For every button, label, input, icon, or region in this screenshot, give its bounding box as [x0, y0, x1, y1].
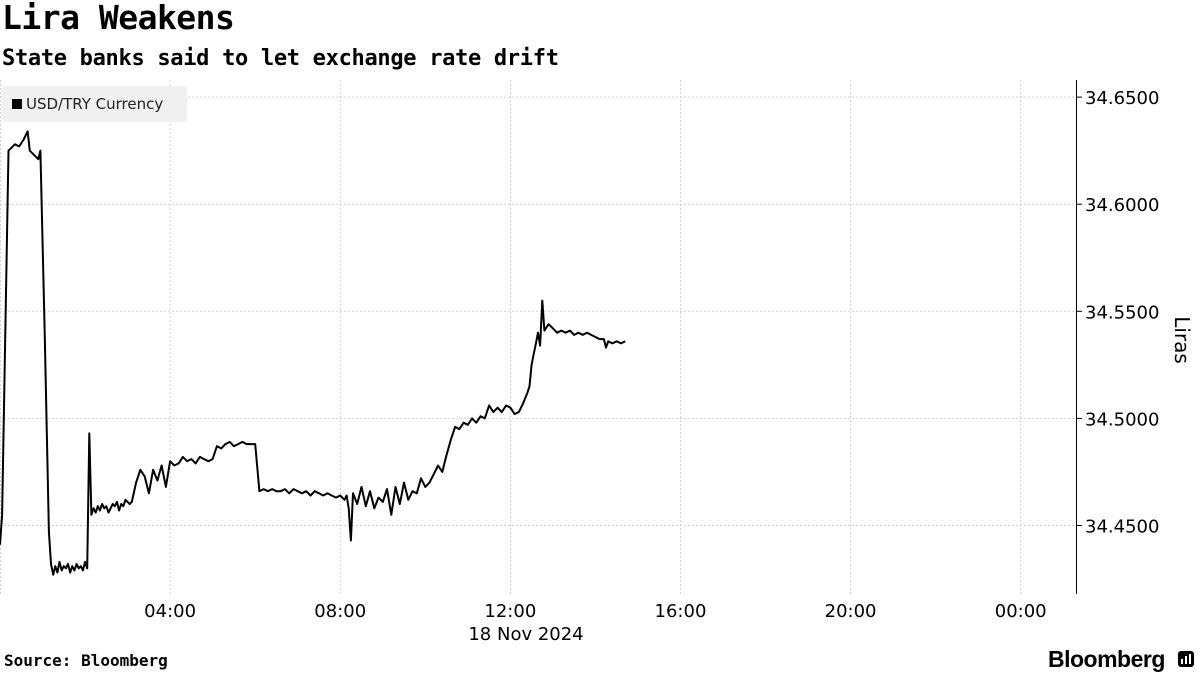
axes: 04:00 08:00 12:00 16:00 20:00 00:00 34.4500 34.… [144, 80, 1159, 622]
x-tick-label: 00:00 [995, 601, 1047, 622]
legend-label: USD/TRY Currency [26, 95, 164, 113]
series-layer [0, 130, 626, 576]
series-line-usd-try [0, 130, 626, 576]
x-tick-label: 04:00 [144, 601, 196, 622]
y-tick-label: 34.6000 [1085, 195, 1159, 216]
x-tick-label: 12:00 [484, 601, 536, 622]
source-note: Source: Bloomberg [4, 651, 168, 670]
y-axis-label: Liras [1170, 316, 1194, 364]
x-tick-label: 16:00 [655, 601, 707, 622]
x-tick-label: 08:00 [314, 601, 366, 622]
grid-lines [0, 80, 1076, 594]
x-axis-date-label: 18 Nov 2024 [468, 624, 584, 645]
y-tick-label: 34.4500 [1085, 516, 1159, 537]
legend: USD/TRY Currency [2, 86, 187, 122]
chart-title: Lira Weakens [2, 0, 235, 37]
bloomberg-logo-icon [1178, 651, 1194, 667]
x-tick-label: 20:00 [825, 601, 877, 622]
y-tick-label: 34.5500 [1085, 302, 1159, 323]
y-tick-label: 34.5000 [1085, 409, 1159, 430]
y-tick-label: 34.6500 [1085, 88, 1159, 109]
brand-wordmark: Bloomberg [1048, 646, 1165, 672]
legend-swatch [12, 99, 22, 109]
chart-subtitle: State banks said to let exchange rate dr… [2, 46, 559, 71]
